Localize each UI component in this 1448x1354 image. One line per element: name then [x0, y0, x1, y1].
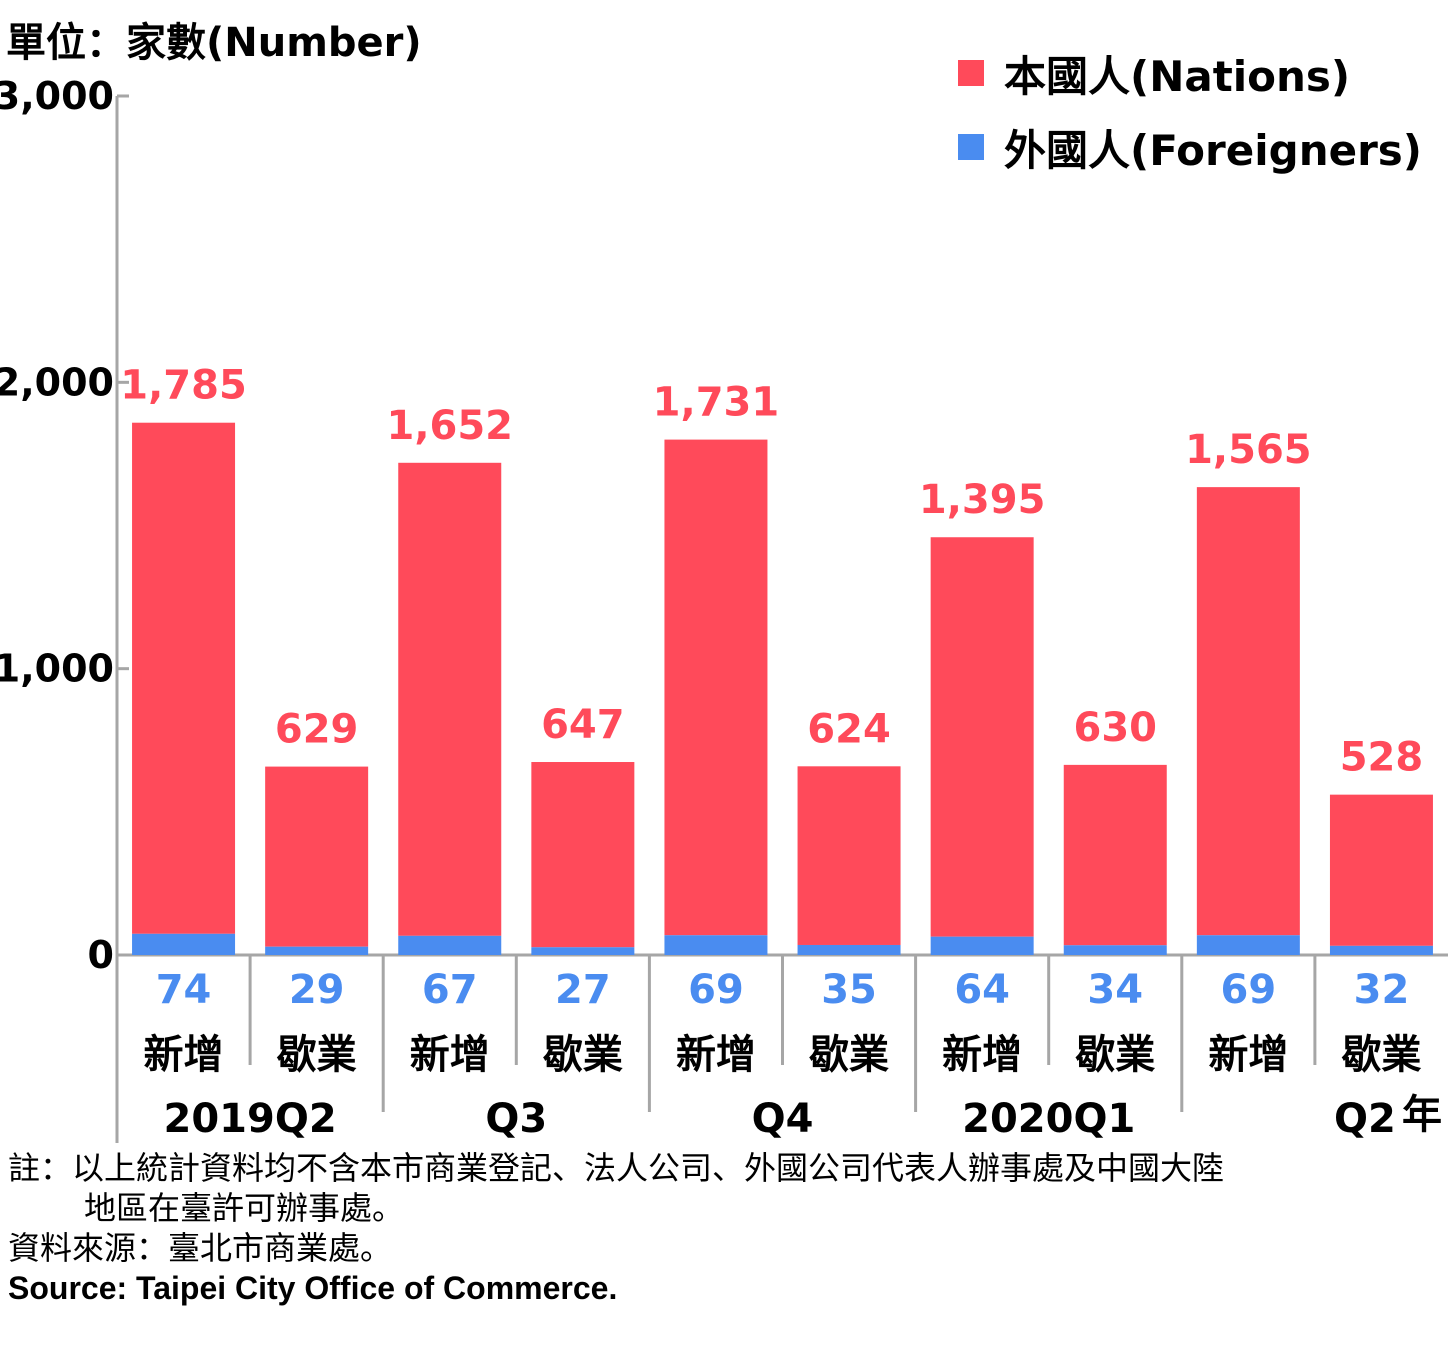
data-label-nations: 1,731 [653, 380, 780, 426]
data-label-foreigners: 35 [821, 967, 877, 1013]
data-label-foreigners: 32 [1354, 967, 1410, 1013]
data-label-nations: 1,785 [120, 363, 247, 409]
category-label: 歇業 [809, 1032, 889, 1078]
bar-foreigners [531, 947, 635, 955]
data-label-nations: 630 [1074, 705, 1158, 751]
bar-foreigners [1063, 945, 1167, 955]
bar-foreigners [664, 935, 768, 955]
legend-swatch-nations [958, 60, 984, 86]
group-label: Q3 [485, 1096, 547, 1142]
bar-foreigners [1196, 935, 1300, 955]
data-label-nations: 528 [1340, 735, 1424, 781]
legend-label-foreigners: 外國人(Foreigners) [1004, 125, 1422, 175]
category-label: 歇業 [1341, 1032, 1421, 1078]
bar-nations [1329, 794, 1433, 946]
note-line-2: 地區在臺許可辦事處。 [84, 1189, 405, 1227]
legend-item-foreigners: 外國人(Foreigners) [958, 110, 1422, 184]
bar-nations [398, 462, 502, 936]
bar-nations [664, 439, 768, 936]
notes: 註：以上統計資料均不含本市商業登記、法人公司、外國公司代表人辦事處及中國大陸 地… [8, 1148, 1224, 1308]
data-label-foreigners: 64 [954, 967, 1010, 1013]
bar-nations [1063, 764, 1167, 946]
group-label: 2020Q1 [962, 1096, 1135, 1142]
data-label-foreigners: 74 [156, 967, 212, 1013]
bar-nations [265, 766, 369, 947]
data-label-foreigners: 69 [1221, 967, 1277, 1013]
legend-label-nations: 本國人(Nations) [1004, 51, 1351, 101]
data-label-nations: 1,395 [919, 477, 1046, 523]
category-label: 新增 [410, 1032, 490, 1078]
category-label: 歇業 [277, 1032, 357, 1078]
category-label: 新增 [942, 1032, 1022, 1078]
bar-foreigners [1329, 945, 1433, 955]
group-label: Q4 [752, 1096, 814, 1142]
legend-swatch-foreigners [958, 134, 984, 160]
data-label-nations: 629 [275, 707, 359, 753]
y-tick-label: 2,000 [0, 360, 114, 404]
bar-nations [1196, 487, 1300, 936]
data-label-foreigners: 34 [1087, 967, 1143, 1013]
bar-foreigners [398, 935, 502, 955]
legend-item-nations: 本國人(Nations) [958, 36, 1422, 110]
data-label-foreigners: 29 [289, 967, 345, 1013]
note-line-1: 註：以上統計資料均不含本市商業登記、法人公司、外國公司代表人辦事處及中國大陸 [8, 1149, 1225, 1187]
bar-nations [531, 762, 635, 948]
data-label-foreigners: 67 [422, 967, 478, 1013]
data-label-foreigners: 69 [688, 967, 744, 1013]
category-label: 歇業 [543, 1032, 623, 1078]
y-tick-label: 3,000 [0, 74, 114, 118]
bar-nations [132, 422, 236, 934]
bar-nations [930, 537, 1034, 937]
stacked-bar-chart: 0 1,000 2,000 3,000 1,785 74 新增 629 29 歇業 1,652 67 新… [0, 74, 1448, 1143]
bar-foreigners [797, 944, 901, 955]
legend: 本國人(Nations) 外國人(Foreigners) [958, 36, 1422, 184]
group-label: Q2 [1334, 1096, 1396, 1142]
category-label: 新增 [1208, 1032, 1288, 1078]
group-label: 2019Q2 [164, 1096, 337, 1142]
category-label: 新增 [676, 1032, 756, 1078]
x-axis-suffix: 年 [1402, 1092, 1442, 1138]
bar-foreigners [930, 936, 1034, 955]
source-zh: 資料來源：臺北市商業處。 [8, 1229, 393, 1267]
data-label-nations: 1,652 [386, 403, 513, 449]
category-label: 新增 [144, 1032, 224, 1078]
source-en: Source: Taipei City Office of Commerce. [8, 1270, 618, 1306]
data-label-nations: 1,565 [1185, 427, 1312, 473]
bar-foreigners [265, 946, 369, 955]
y-tick-label: 1,000 [0, 647, 114, 691]
data-label-nations: 624 [807, 706, 891, 752]
data-label-nations: 647 [541, 702, 625, 748]
y-tick-label: 0 [88, 933, 114, 977]
category-label: 歇業 [1075, 1032, 1155, 1078]
unit-label: 單位：家數(Number) [6, 20, 422, 66]
data-label-foreigners: 27 [555, 967, 611, 1013]
bar-nations [797, 766, 901, 945]
bar-foreigners [132, 933, 236, 955]
